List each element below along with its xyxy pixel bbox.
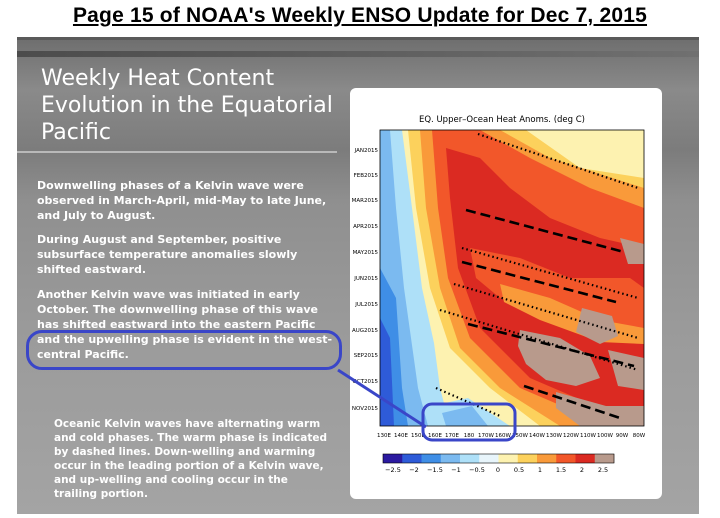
colorbar-swatch	[517, 454, 538, 463]
colorbar-tick-label: 0	[496, 466, 500, 474]
paragraph-kelvin-phases: Downwelling phases of a Kelvin wave were…	[37, 179, 327, 222]
x-tick-label: 140W	[529, 433, 545, 439]
x-tick-label: 80W	[633, 433, 646, 439]
colorbar-tick-label: 2.5	[598, 466, 608, 474]
x-tick-label: 130E	[377, 433, 391, 439]
colorbar-frame	[382, 453, 615, 464]
colorbar-tick-label: 1.5	[556, 466, 566, 474]
y-tick-label: AUG2015	[352, 328, 379, 334]
slide-header-band	[17, 51, 699, 57]
x-tick-label: 160W	[495, 433, 511, 439]
paragraph-october-wave: Another Kelvin wave was initiated in ear…	[37, 288, 333, 361]
y-tick-label: MAR2015	[352, 198, 379, 204]
x-tick-label: 170W	[478, 433, 494, 439]
paragraph-aug-sep: During August and September, positive su…	[37, 233, 298, 276]
x-tick-label: 130W	[546, 433, 562, 439]
colorbar-swatch	[537, 454, 557, 463]
colorbar-swatch	[383, 454, 403, 463]
page-title: Page 15 of NOAA's Weekly ENSO Update for…	[72, 4, 648, 27]
colorbar-swatch	[402, 454, 422, 463]
upwelling-callout-outline	[26, 330, 342, 370]
colorbar-swatch	[575, 454, 596, 463]
colorbar-tick-label: −0.5	[469, 466, 485, 474]
x-tick-label: 140E	[394, 433, 408, 439]
colorbar-tick-label: −2.5	[385, 466, 401, 474]
x-tick-label: 110W	[580, 433, 596, 439]
y-tick-label: APR2015	[353, 224, 378, 230]
y-tick-label: FEB2015	[354, 173, 379, 179]
heat-anomaly-field	[380, 130, 644, 426]
y-tick-label: JUN2015	[353, 276, 378, 282]
colorbar-tick-label: −1.5	[427, 466, 443, 474]
x-tick-label: 150W	[512, 433, 528, 439]
y-tick-label: SEP2015	[354, 353, 379, 359]
colorbar-swatch	[498, 454, 519, 463]
hovmoller-chart: EQ. Upper–Ocean Heat Anoms. (deg C)	[352, 115, 646, 474]
x-tick-label: 90W	[616, 433, 629, 439]
slide-title-line: Pacific	[41, 120, 111, 145]
y-tick-label: JAN2015	[354, 148, 379, 154]
y-tick-label: OCT2015	[352, 379, 378, 385]
x-tick-label: 160E	[428, 433, 442, 439]
slide-title-line: Weekly Heat Content	[41, 66, 275, 91]
colorbar-swatch	[594, 454, 615, 463]
chart-title: EQ. Upper–Ocean Heat Anoms. (deg C)	[419, 115, 585, 125]
y-tick-label: JUL2015	[354, 302, 378, 308]
colorbar-swatch	[460, 454, 480, 463]
x-tick-label: 150E	[411, 433, 425, 439]
colorbar-tick-label: 0.5	[514, 466, 524, 474]
slide-title: Weekly Heat Content Evolution in the Equ…	[41, 65, 341, 146]
colorbar-swatch	[421, 454, 442, 463]
hovmoller-figure: EQ. Upper–Ocean Heat Anoms. (deg C)	[350, 88, 662, 499]
colorbar-tick-label: −1	[451, 466, 461, 474]
kelvin-wave-note: Oceanic Kelvin waves have alternating wa…	[54, 418, 328, 500]
y-tick-label: MAY2015	[353, 250, 379, 256]
colorbar-swatch	[479, 454, 499, 463]
x-tick-label: 170E	[445, 433, 459, 439]
colorbar-swatch	[556, 454, 576, 463]
colorbar-tick-label: 1	[538, 466, 542, 474]
title-divider	[17, 151, 337, 153]
colorbar	[382, 453, 615, 464]
slide-title-line: Evolution in the Equatorial	[41, 93, 333, 118]
colorbar-swatch	[440, 454, 461, 463]
x-tick-label: 180	[464, 433, 475, 439]
colorbar-tick-label: 2	[580, 466, 584, 474]
colorbar-tick-label: −2	[409, 466, 419, 474]
y-tick-label: NOV2015	[352, 406, 379, 412]
x-tick-label: 120W	[563, 433, 579, 439]
x-tick-label: 100W	[597, 433, 613, 439]
